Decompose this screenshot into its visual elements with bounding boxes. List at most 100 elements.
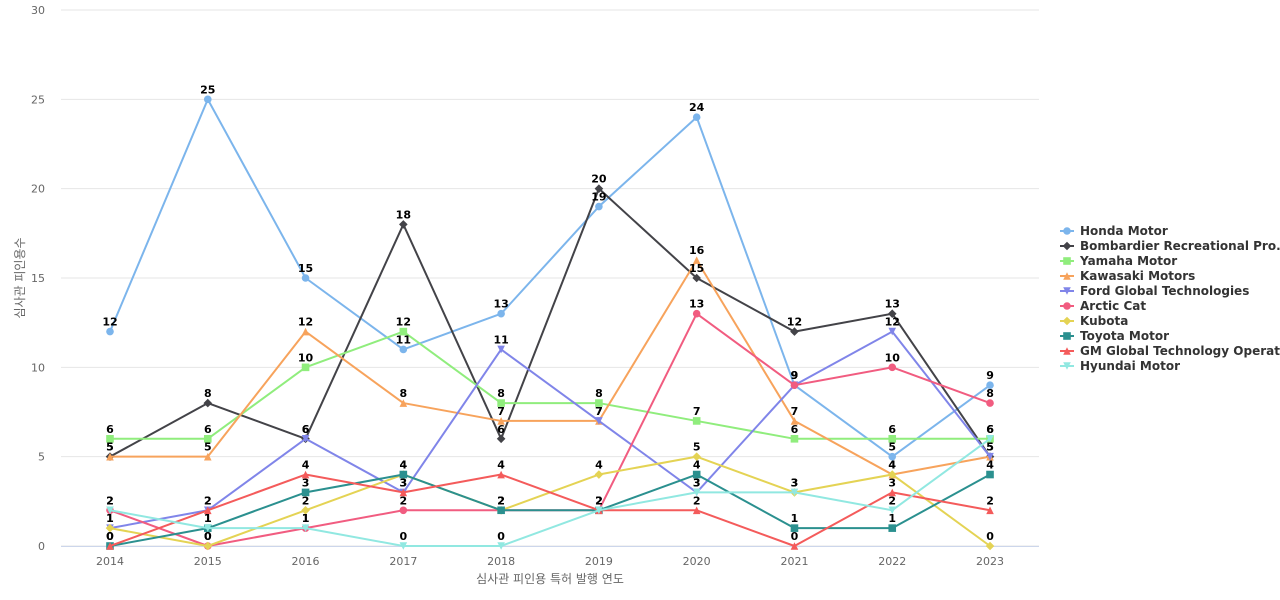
data-point	[497, 542, 505, 550]
legend-item[interactable]: GM Global Technology Operat...	[1060, 344, 1280, 358]
data-point	[986, 381, 994, 390]
data-point	[790, 435, 799, 443]
data-label: 12	[885, 316, 900, 329]
data-label: 19	[591, 191, 606, 204]
series-group	[106, 327, 994, 443]
legend-label: Ford Global Technologies	[1080, 284, 1249, 298]
data-label: 2	[986, 494, 994, 507]
data-label: 11	[396, 333, 411, 346]
x-axis-title: 심사관 피인용 특허 발행 연도	[476, 571, 624, 586]
series-line	[109, 473, 991, 547]
data-label: 2	[888, 494, 896, 507]
legend-label: GM Global Technology Operat...	[1080, 344, 1280, 358]
series-group	[106, 309, 994, 550]
data-label: 3	[693, 476, 701, 489]
data-label: 3	[693, 476, 701, 489]
data-point	[985, 541, 995, 551]
data-label: 11	[493, 333, 508, 346]
series-line	[109, 473, 991, 547]
data-point	[595, 202, 603, 211]
data-label: 2	[497, 494, 505, 507]
data-label: 2	[497, 494, 505, 507]
data-point	[301, 327, 310, 336]
data-label: 2	[595, 494, 603, 507]
data-label: 2	[595, 494, 603, 507]
legend-item[interactable]: Bombardier Recreational Pro...	[1060, 239, 1280, 253]
data-label: 6	[302, 423, 310, 436]
data-label: 5	[106, 441, 114, 454]
data-label: 5	[986, 441, 994, 454]
legend-item[interactable]: Arctic Cat	[1060, 299, 1146, 313]
series-group	[106, 327, 994, 532]
data-label: 0	[400, 530, 408, 543]
data-label: 12	[102, 316, 117, 329]
data-point	[888, 488, 897, 497]
data-point	[399, 399, 408, 407]
series-line	[109, 187, 991, 458]
legend-item[interactable]: Kubota	[1060, 314, 1128, 328]
legend-label: Bombardier Recreational Pro...	[1080, 239, 1280, 253]
x-tick-label: 2021	[780, 555, 808, 568]
data-point	[692, 452, 701, 461]
legend-item[interactable]: Honda Motor	[1060, 224, 1168, 238]
data-label: 18	[396, 208, 411, 221]
data-point	[790, 417, 799, 425]
data-label: 1	[204, 512, 212, 525]
data-point	[399, 506, 408, 515]
legend-item[interactable]: Yamaha Motor	[1060, 254, 1177, 268]
data-label: 4	[693, 459, 701, 472]
data-point	[497, 417, 505, 425]
data-point	[301, 274, 310, 282]
legend-item[interactable]: Hyundai Motor	[1060, 359, 1180, 373]
data-label: 5	[204, 441, 212, 454]
x-tick-label: 2022	[878, 555, 906, 568]
data-label: 24	[689, 101, 705, 114]
data-label: 5	[106, 441, 114, 454]
data-label: 2	[497, 494, 505, 507]
data-label: 9	[791, 369, 799, 382]
data-point	[790, 381, 799, 390]
data-label: 0	[204, 530, 212, 543]
data-label: 4	[986, 459, 994, 472]
data-point	[203, 524, 212, 532]
data-label: 8	[595, 387, 603, 400]
data-label: 3	[791, 476, 799, 489]
data-label: 4	[400, 459, 408, 472]
data-label: 0	[791, 530, 799, 543]
data-point	[986, 506, 994, 515]
data-point	[790, 488, 799, 497]
legend-marker	[1063, 362, 1071, 370]
data-label: 6	[106, 423, 114, 436]
legend-item[interactable]: Toyota Motor	[1060, 329, 1169, 343]
series-line	[109, 98, 991, 458]
data-label: 2	[106, 494, 114, 507]
data-point	[888, 524, 897, 532]
data-label: 12	[396, 316, 411, 329]
data-label: 4	[888, 459, 896, 472]
data-point	[106, 542, 114, 550]
series-line	[109, 455, 991, 547]
legend-item[interactable]: Kawasaki Motors	[1060, 269, 1195, 283]
legend-marker	[1063, 332, 1071, 340]
x-tick-label: 2015	[194, 555, 222, 568]
data-label: 1	[302, 512, 310, 525]
data-label: 2	[302, 494, 310, 507]
data-point	[595, 506, 603, 515]
series-line	[110, 259, 991, 476]
data-label: 15	[689, 262, 704, 275]
data-point	[105, 523, 115, 533]
y-tick-label: 20	[31, 183, 45, 196]
data-label: 15	[298, 262, 313, 275]
series-line	[109, 330, 991, 530]
data-point	[888, 506, 897, 515]
data-label: 6	[204, 423, 212, 436]
data-point	[497, 399, 505, 407]
data-point	[595, 399, 603, 407]
legend-item[interactable]: Ford Global Technologies	[1060, 284, 1249, 298]
data-label: 8	[986, 387, 994, 400]
data-label: 0	[497, 530, 505, 543]
data-point	[692, 309, 701, 318]
